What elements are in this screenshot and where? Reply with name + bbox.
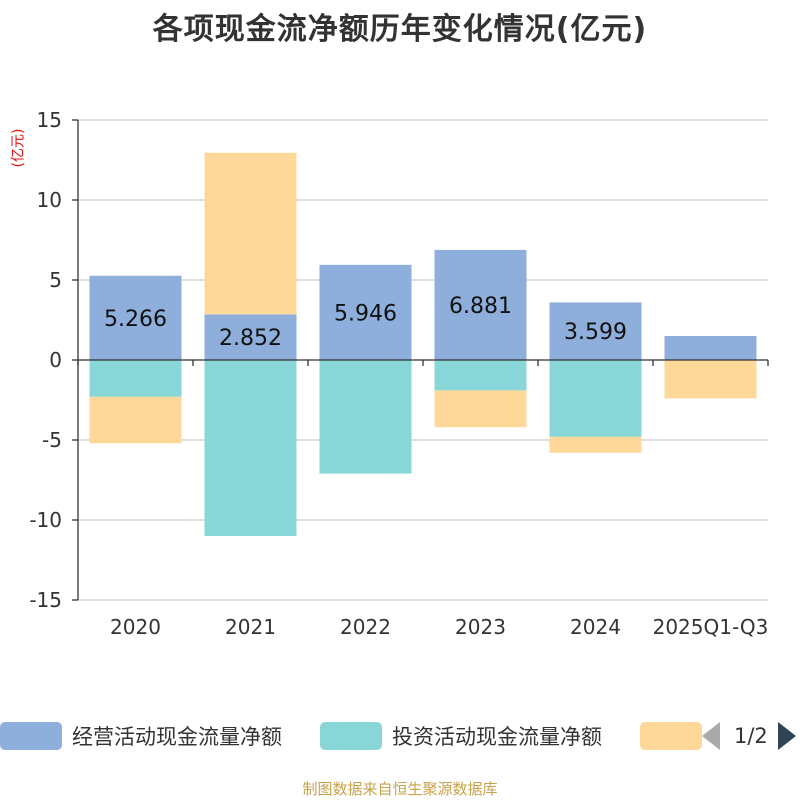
bar-investing: [319, 360, 412, 474]
x-tick-label: 2021: [225, 615, 276, 639]
legend-swatch-investing: [320, 722, 382, 750]
legend-prev-page-icon[interactable]: [702, 722, 720, 750]
bar-financing: [434, 390, 527, 428]
data-label-operating: 5.946: [334, 301, 397, 326]
legend-label-operating: 经营活动现金流量净额: [72, 725, 282, 749]
bar-financing: [89, 396, 182, 444]
bar-operating: [664, 336, 757, 360]
x-tick-label: 2020: [110, 615, 161, 639]
legend-swatch-operating: [0, 722, 62, 750]
legend-item-financing[interactable]: [640, 716, 702, 756]
bar-financing: [204, 152, 297, 315]
y-tick-label: -10: [29, 508, 62, 532]
legend-page-indicator: 1/2: [734, 724, 768, 748]
bar-investing: [549, 360, 642, 437]
y-tick-label: 5: [49, 268, 62, 292]
bar-financing: [664, 360, 757, 399]
legend-label-investing: 投资活动现金流量净额: [392, 725, 602, 749]
bar-investing: [434, 360, 527, 391]
legend-swatch-financing: [640, 722, 702, 750]
x-tick-label: 2025Q1-Q3: [653, 615, 769, 639]
bar-operating: [319, 264, 412, 360]
legend: 经营活动现金流量净额 投资活动现金流量净额 1/2: [0, 716, 800, 756]
chart-canvas: 15 10 5 0 -5 -10 -15 2020 2021 2022 2023 2024 2025Q1…: [29, 108, 769, 639]
bar-operating: [549, 302, 642, 360]
bar-investing: [89, 360, 182, 397]
data-label-operating: 6.881: [449, 294, 512, 319]
y-tick-label: -5: [42, 428, 62, 452]
y-tick-label: 10: [37, 188, 62, 212]
data-label-operating: 5.266: [104, 307, 167, 332]
bar-operating: [204, 314, 297, 360]
data-label-operating: 2.852: [219, 326, 282, 351]
legend-item-investing[interactable]: 投资活动现金流量净额: [320, 716, 602, 756]
x-tick-label: 2024: [570, 615, 621, 639]
bar-financing: [549, 436, 642, 453]
legend-item-operating[interactable]: 经营活动现金流量净额: [0, 716, 282, 756]
x-tick-label: 2022: [340, 615, 391, 639]
data-label-operating: 3.599: [564, 320, 627, 345]
bar-operating: [434, 249, 527, 360]
x-tick-label: 2023: [455, 615, 506, 639]
bar-investing: [204, 360, 297, 536]
y-tick-label: -15: [29, 588, 62, 612]
bar-operating: [89, 275, 182, 360]
chart-title: 各项现金流净额历年变化情况(亿元): [152, 12, 648, 47]
y-tick-label: 15: [37, 108, 62, 132]
source-footer: 制图数据来自恒生聚源数据库: [302, 780, 498, 798]
legend-pager: 1/2: [700, 716, 800, 756]
y-tick-label: 0: [49, 348, 62, 372]
legend-next-page-icon[interactable]: [777, 722, 796, 750]
